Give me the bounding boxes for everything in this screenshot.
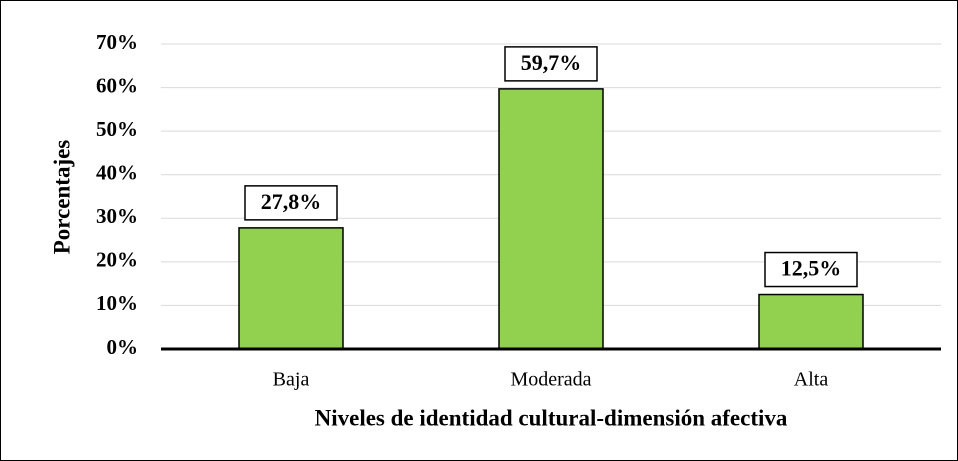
y-tick-label: 0%: [107, 335, 139, 359]
y-tick-label: 40%: [96, 161, 138, 185]
y-tick-label: 60%: [96, 73, 138, 97]
value-label: 12,5%: [781, 256, 842, 281]
value-label-box: [504, 46, 598, 82]
y-tick-label: 30%: [96, 204, 138, 228]
x-tick-label: Moderada: [510, 369, 591, 391]
bar: [758, 293, 864, 350]
bar: [498, 88, 604, 350]
bar: [238, 227, 344, 350]
y-axis-title: Porcentajes: [49, 140, 74, 255]
y-tick-label: 10%: [96, 291, 138, 315]
y-tick-label: 50%: [96, 117, 138, 141]
y-tick-label: 70%: [96, 30, 138, 54]
value-label: 27,8%: [261, 189, 322, 214]
x-axis-title: Niveles de identidad cultural-dimensión …: [315, 405, 788, 430]
y-tick-label: 20%: [96, 248, 138, 272]
value-label-box: [764, 251, 858, 288]
x-tick-label: Baja: [273, 369, 310, 391]
x-tick-label: Alta: [794, 369, 829, 391]
value-label-box: [244, 185, 338, 221]
value-label: 59,7%: [521, 50, 582, 75]
